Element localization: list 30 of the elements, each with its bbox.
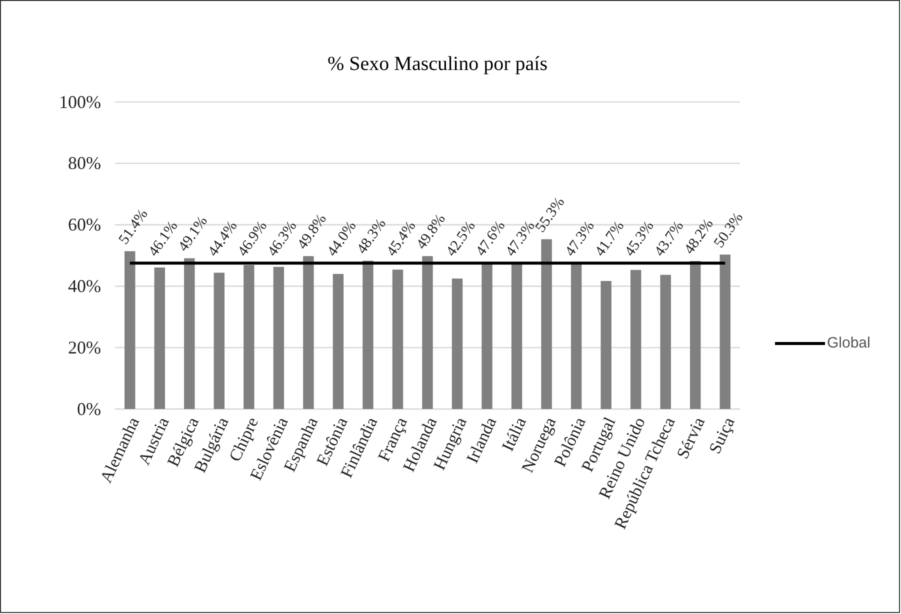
- bar: [184, 258, 195, 409]
- chart-title: % Sexo Masculino por país: [328, 53, 548, 75]
- bar: [690, 261, 701, 409]
- bar: [332, 274, 344, 409]
- y-tick-label: 100%: [59, 92, 101, 112]
- y-tick-label: 80%: [68, 153, 101, 174]
- y-tick-label: 0%: [77, 398, 101, 419]
- bar: [244, 265, 254, 409]
- bar: [362, 260, 374, 409]
- bar: [422, 256, 433, 409]
- legend-label: Global: [827, 334, 870, 352]
- bar: [511, 264, 522, 409]
- bar: [124, 251, 136, 409]
- bar: [482, 262, 492, 409]
- bar: [392, 270, 404, 409]
- x-tick-label: Suiça: [705, 414, 738, 457]
- y-tick-label: 40%: [68, 276, 101, 296]
- bar: [154, 267, 165, 409]
- bar: [541, 239, 552, 409]
- y-tick-label: 60%: [68, 214, 101, 235]
- bar: [273, 266, 284, 409]
- y-tick-label: 20%: [68, 337, 101, 358]
- bar: [570, 264, 582, 409]
- bar: [630, 270, 642, 409]
- bar: [600, 280, 612, 409]
- bar: [720, 254, 730, 409]
- bar: [303, 256, 314, 409]
- bar: [214, 272, 225, 409]
- bar: [660, 274, 671, 409]
- bar: [452, 278, 463, 409]
